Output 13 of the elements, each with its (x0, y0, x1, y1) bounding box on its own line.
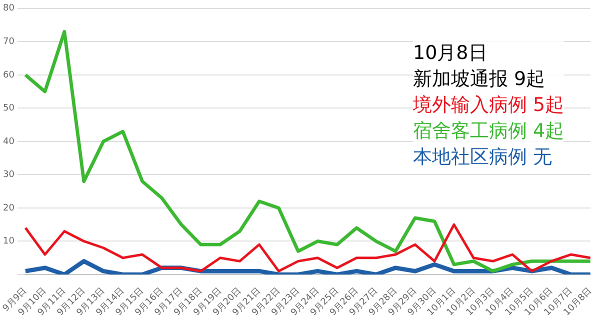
y-tick-label: 30 (3, 170, 15, 180)
y-tick-label: 70 (3, 37, 15, 48)
y-tick-label: 50 (3, 104, 15, 114)
annotation: 本地社区病例 无 (413, 145, 554, 170)
y-tick-label: 20 (3, 203, 15, 214)
y-tick-label: 40 (3, 136, 15, 147)
annotation: 10月8日 (413, 41, 488, 66)
y-tick-label: 80 (3, 4, 15, 14)
y-tick-label: 10 (3, 236, 15, 247)
annotation: 新加坡通报 9起 (413, 67, 546, 92)
annotation: 境外输入病例 5起 (413, 93, 564, 118)
y-tick-label: 60 (3, 70, 15, 80)
annotation: 宿舍客工病例 4起 (413, 119, 564, 144)
